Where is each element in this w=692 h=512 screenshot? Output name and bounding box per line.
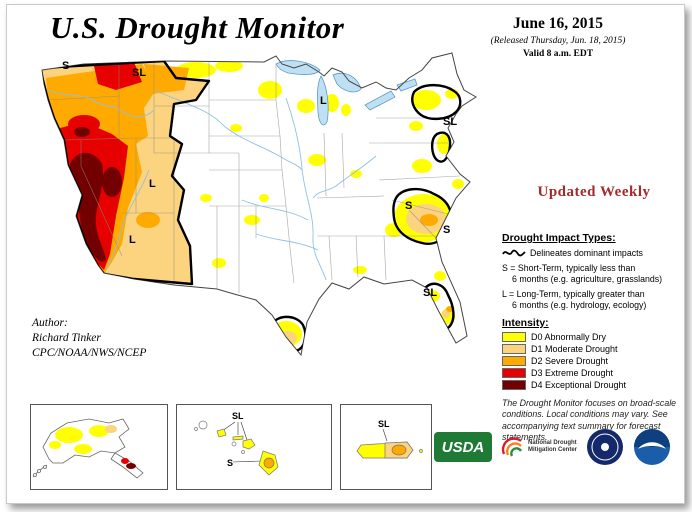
released-date: (Released Thursday, Jun. 18, 2015) (490, 36, 626, 46)
long-term-definition: L = Long-Term, typically greater than 6 … (502, 289, 688, 311)
author-name: Richard Tinker (32, 331, 101, 344)
impact-types-heading: Drought Impact Types: (502, 232, 616, 244)
delineates-label: Delineates dominant impacts (530, 248, 643, 258)
puerto-rico-map: SL (356, 419, 423, 459)
alaska-inset (30, 404, 168, 490)
hawaii-impact-label-sl: SL (232, 411, 244, 421)
legend-item-d2: D2 Severe Drought (502, 355, 688, 366)
author-org: CPC/NOAA/NWS/NCEP (32, 346, 147, 359)
legend-label-d0: D0 Abnormally Dry (531, 331, 607, 342)
great-lakes (275, 60, 418, 126)
short-term-line2: 6 months (e.g. agriculture, grasslands) (512, 273, 663, 284)
legend-swatch-d2 (502, 355, 526, 366)
legend-label-d3: D3 Extreme Drought (531, 367, 614, 378)
legend-item-d1: D1 Moderate Drought (502, 343, 688, 354)
legend-panel: Drought Impact Types: Delineates dominan… (502, 232, 688, 444)
hawaii-inset: SL S (176, 404, 332, 490)
alaska-d3-area (121, 458, 129, 464)
legend-label-d1: D1 Moderate Drought (531, 343, 618, 354)
rivers (47, 89, 377, 281)
impact-label: SL (132, 67, 146, 79)
impact-label: L (129, 234, 136, 246)
commerce-seal-icon (587, 429, 623, 465)
alaska-d1-area (105, 425, 117, 433)
page-title: U.S. Drought Monitor (50, 10, 345, 45)
date-block: June 16, 2015 (Released Thursday, Jun. 1… (445, 15, 671, 59)
us-drought-map: S SL L L L SL S S SL (41, 52, 477, 357)
d4-exceptional-drought-areas (69, 127, 122, 262)
legend-item-d0: D0 Abnormally Dry (502, 331, 688, 342)
impact-label: S (443, 224, 450, 236)
disclaimer-text: The Drought Monitor focuses on broad-sca… (502, 397, 677, 443)
impact-squiggle-icon (502, 249, 526, 257)
usda-logo: USDA (434, 432, 492, 462)
author-block: Author: Richard Tinker CPC/NOAA/NWS/NCEP (32, 316, 146, 361)
agency-logos: USDA National Drought Mitigation Center (434, 418, 688, 476)
short-term-definition: S = Short-Term, typically less than 6 mo… (502, 263, 688, 285)
impact-label: SL (423, 287, 437, 299)
alaska-d4-area (126, 463, 136, 469)
intensity-legend: D0 Abnormally Dry D1 Moderate Drought D2… (502, 331, 688, 390)
impact-label: SL (443, 116, 457, 128)
impact-label: S (62, 60, 69, 72)
long-term-line1: L = Long-Term, typically greater than (502, 288, 645, 299)
puerto-rico-island (356, 441, 423, 459)
legend-item-d4: D4 Exceptional Drought (502, 379, 688, 390)
ndmc-text-line1: National Drought (528, 439, 577, 446)
legend-label-d2: D2 Severe Drought (531, 355, 609, 366)
hawaii-pointer-lines (221, 421, 262, 463)
hawaii-map: SL S (194, 411, 279, 476)
short-term-line1: S = Short-Term, typically less than (502, 263, 636, 273)
intensity-heading: Intensity: (502, 316, 549, 329)
state-borders (47, 62, 461, 293)
legend-swatch-d0 (502, 331, 526, 342)
ndmc-logo: National Drought Mitigation Center (501, 435, 577, 459)
hawaii-impact-label-s: S (227, 458, 233, 468)
legend-item-d3: D3 Extreme Drought (502, 367, 688, 378)
drought-regions (42, 60, 464, 347)
ndmc-logo-text: National Drought Mitigation Center (528, 440, 577, 454)
legend-swatch-d4 (502, 379, 526, 390)
impact-label: S (405, 200, 412, 212)
valid-time: Valid 8 a.m. EDT (522, 49, 594, 59)
alaska-outline (42, 418, 130, 464)
updated-weekly-note: Updated Weekly (537, 184, 651, 200)
puerto-rico-inset: SL (340, 404, 432, 490)
puerto-rico-pointer-line (382, 428, 388, 442)
impact-label: L (149, 178, 156, 190)
alaska-map (32, 418, 144, 479)
hawaii-islands (194, 420, 279, 476)
map-date: June 16, 2015 (513, 15, 603, 32)
legend-swatch-d1 (502, 343, 526, 354)
ndmc-swirl-icon (501, 437, 523, 457)
legend-label-d4: D4 Exceptional Drought (531, 379, 627, 390)
alaska-d0-areas (49, 425, 109, 454)
legend-swatch-d3 (502, 367, 526, 378)
puerto-rico-impact-label: SL (378, 419, 390, 429)
author-label: Author: (32, 317, 68, 329)
ndmc-text-line2: Mitigation Center (528, 447, 577, 453)
long-term-line2: 6 months (e.g. hydrology, ecology) (512, 299, 647, 310)
noaa-seal-icon (634, 429, 670, 465)
delineates-row: Delineates dominant impacts (502, 247, 688, 259)
impact-labels: S SL L L L SL S S SL (62, 60, 457, 299)
impact-label: L (320, 95, 327, 107)
aleutian-islands (32, 464, 48, 478)
